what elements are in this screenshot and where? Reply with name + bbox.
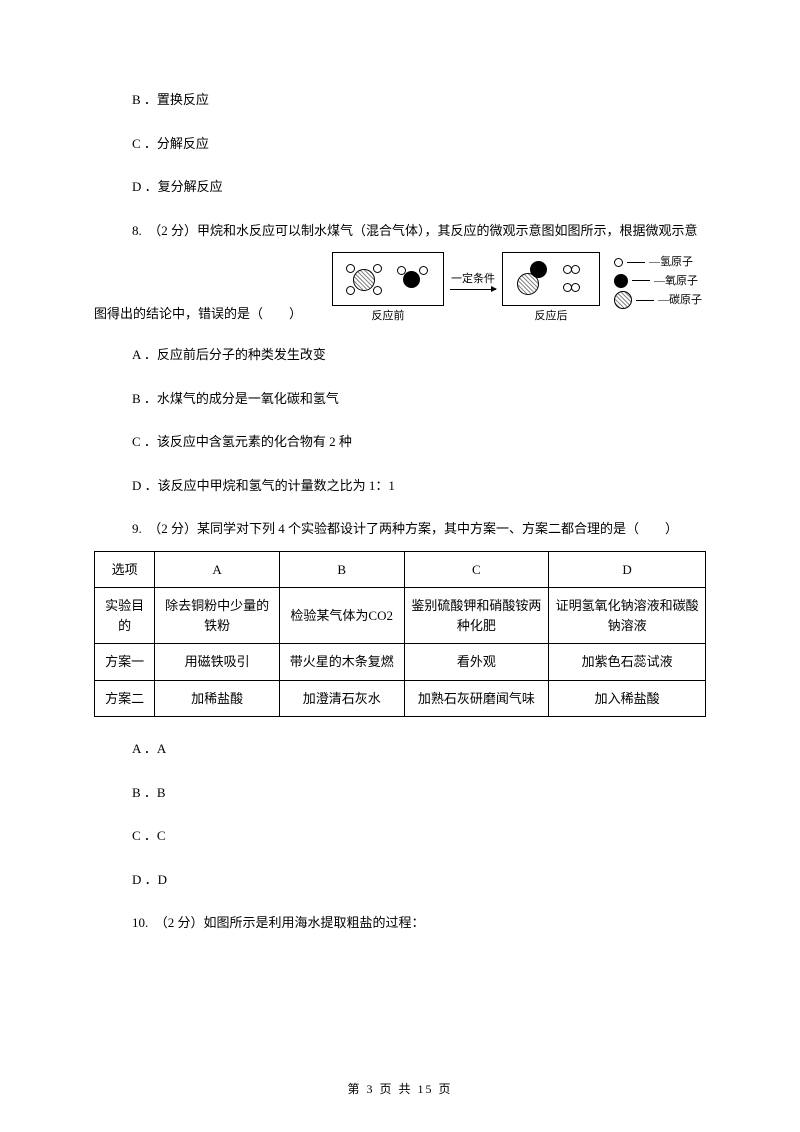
atom-legend: —氢原子 —氧原子 —碳原子: [614, 252, 702, 311]
q8-option-d: D ．该反应中甲烷和氢气的计量数之比为 1：1: [132, 476, 706, 496]
q9-option-b: B ．B: [132, 783, 706, 803]
table-cell: 加紫色石蕊试液: [549, 644, 706, 681]
table-cell: C: [404, 551, 549, 588]
carbon-atom-icon: [353, 269, 375, 291]
page-container: B ．置换反应 C ．分解反应 D ．复分解反应 8. （2 分）甲烷和水反应可…: [0, 0, 800, 1132]
oxygen-atom-icon: [614, 274, 628, 288]
dash-icon: [632, 280, 650, 281]
before-molecules: [332, 252, 444, 306]
table-row: 实验目的 除去铜粉中少量的铁粉 检验某气体为CO2 鉴别硫酸钾和硝酸铵两种化肥 …: [95, 588, 706, 644]
table-cell: 看外观: [404, 644, 549, 681]
legend-c-text: —碳原子: [658, 292, 702, 309]
table-cell: 方案二: [95, 680, 155, 717]
q7-option-b: B ．置换反应: [132, 90, 706, 110]
legend-c-row: —碳原子: [614, 291, 702, 309]
table-cell: D: [549, 551, 706, 588]
before-label: 反应前: [372, 308, 405, 325]
oxygen-atom-icon: [403, 271, 420, 288]
q7-option-c: C ．分解反应: [132, 134, 706, 154]
table-cell: 加稀盐酸: [155, 680, 280, 717]
hydrogen-atom-icon: [373, 264, 382, 273]
q8-conclusion-prefix: 图得出的结论中，错误的是（ ）: [94, 304, 302, 328]
hydrogen-atom-icon: [346, 264, 355, 273]
table-cell: 加熟石灰研磨闻气味: [404, 680, 549, 717]
hydrogen-atom-icon: [571, 265, 580, 274]
table-cell: 检验某气体为CO2: [279, 588, 404, 644]
table-cell: 除去铜粉中少量的铁粉: [155, 588, 280, 644]
table-cell: A: [155, 551, 280, 588]
table-cell: 方案一: [95, 644, 155, 681]
table-cell: 加澄清石灰水: [279, 680, 404, 717]
table-cell: 加入稀盐酸: [549, 680, 706, 717]
legend-o-text: —氧原子: [654, 273, 698, 290]
dash-icon: [636, 300, 654, 301]
legend-o-row: —氧原子: [614, 273, 702, 290]
arrow-icon: [450, 289, 496, 290]
table-row: 方案一 用磁铁吸引 带火星的木条复燃 看外观 加紫色石蕊试液: [95, 644, 706, 681]
table-cell: 鉴别硫酸钾和硝酸铵两种化肥: [404, 588, 549, 644]
table-cell: B: [279, 551, 404, 588]
table-row: 选项 A B C D: [95, 551, 706, 588]
table-cell: 证明氢氧化钠溶液和碳酸钠溶液: [549, 588, 706, 644]
legend-h-text: —氢原子: [649, 254, 693, 271]
q10-stem: 10. （2 分）如图所示是利用海水提取粗盐的过程：: [132, 913, 706, 933]
hydrogen-atom-icon: [346, 286, 355, 295]
table-cell: 实验目的: [95, 588, 155, 644]
after-label: 反应后: [535, 308, 568, 325]
carbon-atom-icon: [614, 291, 632, 309]
table-cell: 用磁铁吸引: [155, 644, 280, 681]
reaction-arrow: 一定条件: [450, 271, 496, 291]
reaction-diagram: 反应前 一定条件 反应后: [302, 246, 702, 327]
q8-option-a: A ．反应前后分子的种类发生改变: [132, 345, 706, 365]
arrow-label: 一定条件: [451, 271, 495, 288]
table-cell: 带火星的木条复燃: [279, 644, 404, 681]
hydrogen-atom-icon: [419, 266, 428, 275]
legend-h-row: —氢原子: [614, 254, 702, 271]
q9-stem: 9. （2 分）某同学对下列 4 个实验都设计了两种方案，其中方案一、方案二都合…: [132, 519, 706, 539]
hydrogen-atom-icon: [614, 258, 623, 267]
dash-icon: [627, 262, 645, 263]
hydrogen-atom-icon: [571, 283, 580, 292]
q8-option-c: C ．该反应中含氢元素的化合物有 2 种: [132, 432, 706, 452]
page-footer: 第 3 页 共 15 页: [0, 1080, 800, 1098]
experiment-table: 选项 A B C D 实验目的 除去铜粉中少量的铁粉 检验某气体为CO2 鉴别硫…: [94, 551, 706, 718]
q8-diagram-row: 图得出的结论中，错误的是（ ） 反应前 一定条件: [94, 246, 706, 327]
q9-option-d: D ．D: [132, 870, 706, 890]
table-cell: 选项: [95, 551, 155, 588]
q7-option-d: D ．复分解反应: [132, 177, 706, 197]
after-box: 反应后: [502, 252, 600, 325]
before-box: 反应前: [332, 252, 444, 325]
table-row: 方案二 加稀盐酸 加澄清石灰水 加熟石灰研磨闻气味 加入稀盐酸: [95, 680, 706, 717]
q9-option-c: C ．C: [132, 826, 706, 846]
after-molecules: [502, 252, 600, 306]
oxygen-atom-icon: [530, 261, 547, 278]
hydrogen-atom-icon: [373, 286, 382, 295]
q8-stem: 8. （2 分）甲烷和水反应可以制水煤气（混合气体），其反应的微观示意图如图所示…: [132, 221, 706, 241]
q8-option-b: B ．水煤气的成分是一氧化碳和氢气: [132, 389, 706, 409]
q9-option-a: A ．A: [132, 739, 706, 759]
